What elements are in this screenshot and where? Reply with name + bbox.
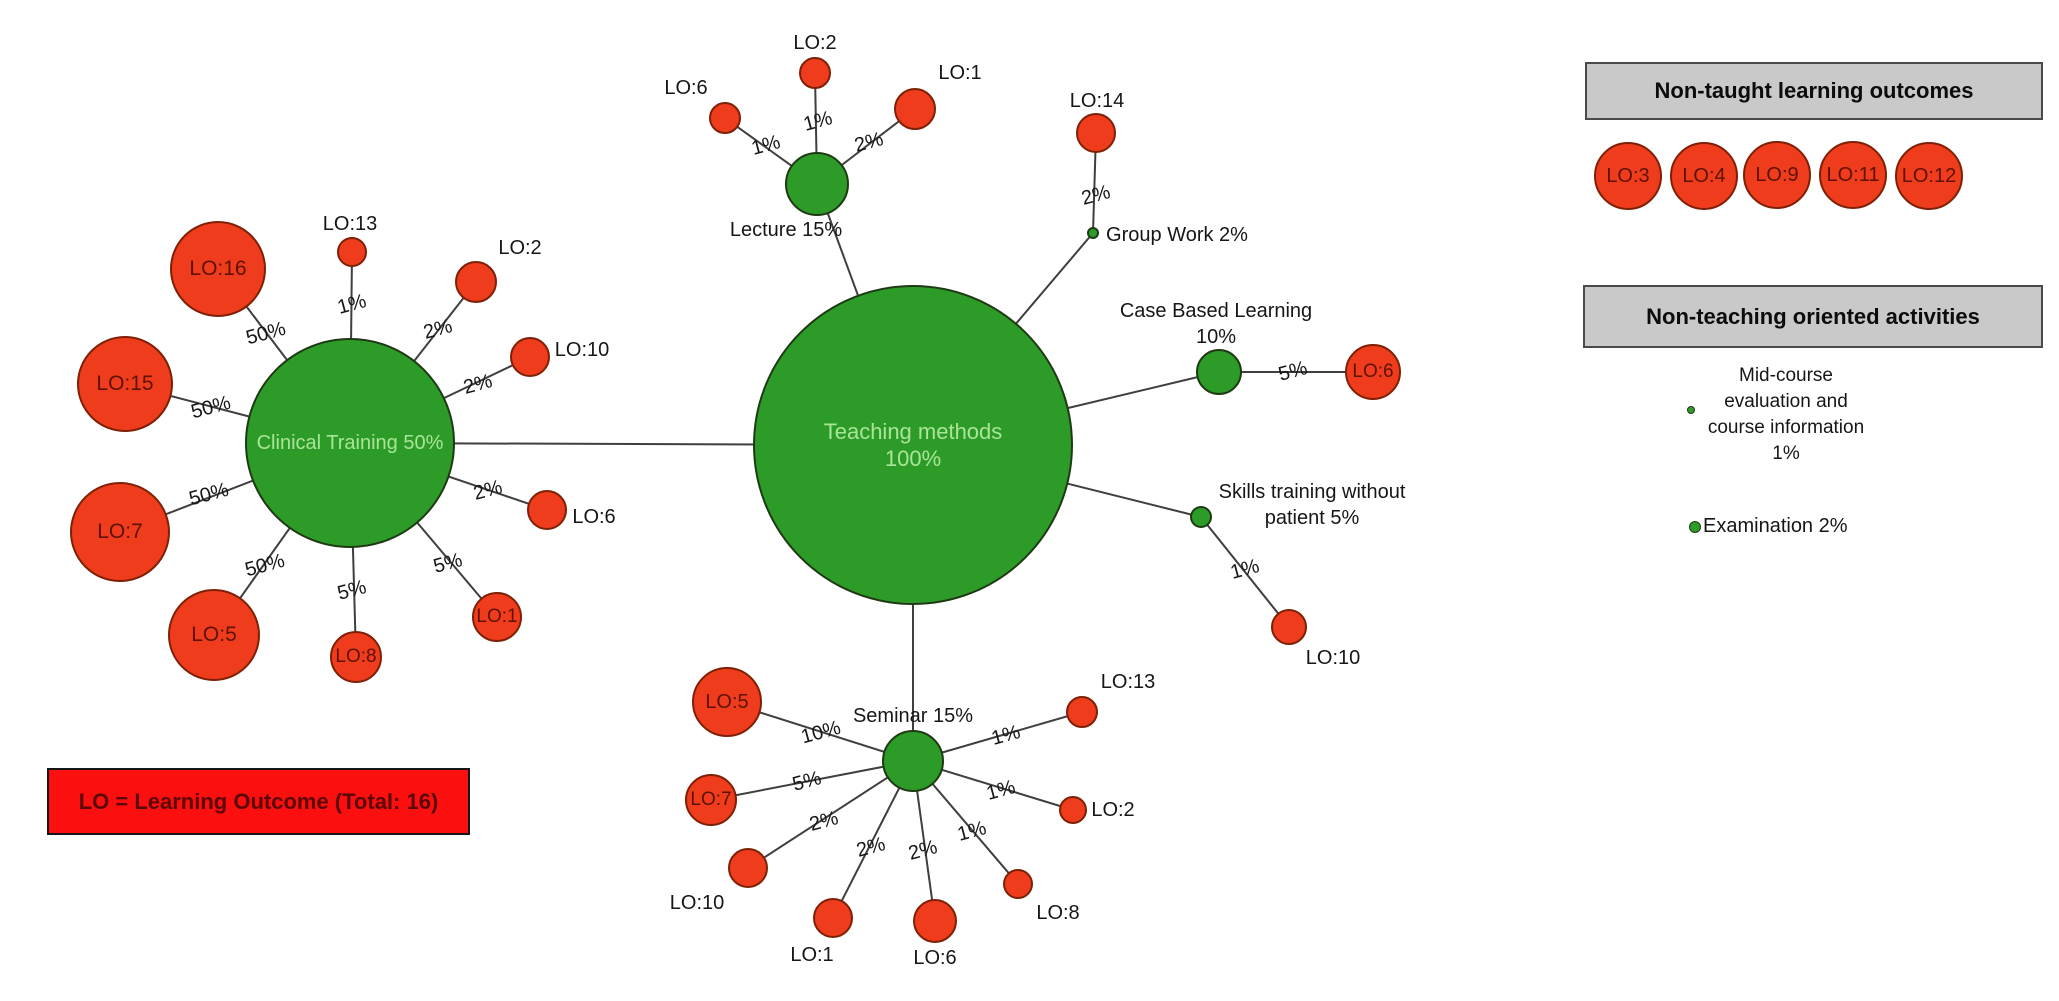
mid-course-evaluation-dot xyxy=(1687,406,1695,414)
node-cbl xyxy=(1196,349,1242,395)
node-groupwork xyxy=(1087,227,1099,239)
edge-seminar-lo7_sem xyxy=(710,760,914,801)
non-taught-outcome-5: LO:12 xyxy=(1895,142,1963,210)
node-lo16-label: LO:16 xyxy=(189,256,247,280)
node-teaching-label-line-2: 100% xyxy=(884,446,942,471)
node-lo8_cl-label: LO:8 xyxy=(335,646,377,668)
node-lo6_lec xyxy=(709,102,741,134)
label-lo14: LO:14 xyxy=(1069,90,1125,112)
non-taught-outcome-1: LO:3 xyxy=(1594,142,1662,210)
node-lo6_cbl: LO:6 xyxy=(1345,344,1401,400)
node-lo14 xyxy=(1076,113,1116,153)
label-groupwork: Group Work 2% xyxy=(1106,222,1248,248)
node-lo10_cl xyxy=(510,337,550,377)
non-taught-outcome-2: LO:4 xyxy=(1670,142,1738,210)
label-lo6_cl: LO:6 xyxy=(572,506,616,528)
label-lo6_lec: LO:6 xyxy=(664,77,708,99)
node-lo15-label: LO:15 xyxy=(96,371,154,395)
node-teaching: Teaching methods 100% xyxy=(753,285,1073,605)
panel-non-taught-title: Non-taught learning outcomes xyxy=(1654,78,1974,103)
label-cbl: Case Based Learning 10% xyxy=(1120,298,1312,350)
mid-course-line-1: Mid-course xyxy=(1739,365,1833,386)
examination-label: Examination 2% xyxy=(1703,515,1848,537)
node-lo5_cl-label: LO:5 xyxy=(191,622,237,646)
node-lo8_cl: LO:8 xyxy=(330,631,382,683)
examination-dot xyxy=(1689,521,1701,533)
label-lo2_lec: LO:2 xyxy=(793,32,837,54)
node-lo5_sem: LO:5 xyxy=(692,667,762,737)
node-lo2_lec xyxy=(799,57,831,89)
edge-seminar-lo10_sem xyxy=(747,760,914,869)
non-taught-outcome-label-3: LO:9 xyxy=(1755,163,1799,186)
node-lo6_cbl-label: LO:6 xyxy=(1352,361,1394,383)
label-cbl-line-2: 10% xyxy=(1195,326,1237,348)
node-skills xyxy=(1190,506,1212,528)
label-seminar: Seminar 15% xyxy=(853,703,973,729)
non-taught-outcome-label-2: LO:4 xyxy=(1682,164,1726,187)
node-lo13_cl xyxy=(337,237,367,267)
label-skills-line-1: Skills training without xyxy=(1218,481,1406,503)
node-lo15: LO:15 xyxy=(77,336,173,432)
mid-course-line-3: course information xyxy=(1707,417,1865,438)
node-lo6_sem xyxy=(913,899,957,943)
label-lo1_sem: LO:1 xyxy=(790,944,834,966)
panel-non-teaching-title-box: Non-teaching oriented activities xyxy=(1583,285,2043,348)
node-clinical-label-line-1: Clinical Training 50% xyxy=(256,431,444,454)
node-lo1_lec xyxy=(894,88,936,130)
node-lo13_sem xyxy=(1066,696,1098,728)
edge-skills-lo10_sk xyxy=(1200,516,1290,628)
label-lecture-line-1: Lecture 15% xyxy=(729,219,843,241)
node-lecture xyxy=(785,152,849,216)
non-taught-outcome-3: LO:9 xyxy=(1743,141,1811,209)
node-seminar xyxy=(882,730,944,792)
node-lo7_sem-label: LO:7 xyxy=(690,789,732,811)
panel-non-teaching-title: Non-teaching oriented activities xyxy=(1646,303,1980,329)
mid-course-line-2: evaluation and xyxy=(1724,391,1848,412)
node-teaching-label-line-1: Teaching methods xyxy=(823,418,1003,444)
non-taught-outcome-4: LO:11 xyxy=(1819,141,1887,209)
node-lo1_sem xyxy=(813,898,853,938)
label-lo10_sk: LO:10 xyxy=(1305,647,1361,669)
label-skills: Skills training without patient 5% xyxy=(1219,479,1406,531)
node-lo7_cl: LO:7 xyxy=(70,482,170,582)
node-lo5_sem-label: LO:5 xyxy=(705,690,749,713)
label-lo1_lec: LO:1 xyxy=(938,62,982,84)
legend-text: LO = Learning Outcome (Total: 16) xyxy=(78,788,439,814)
node-lo16: LO:16 xyxy=(170,221,266,317)
label-lo2_cl: LO:2 xyxy=(498,237,542,259)
label-cbl-line-1: Case Based Learning xyxy=(1119,300,1313,322)
label-lo6_sem: LO:6 xyxy=(913,947,957,969)
non-taught-outcome-label-4: LO:11 xyxy=(1826,163,1880,186)
mid-course-evaluation-label: Mid-course evaluation and course informa… xyxy=(1656,363,1916,467)
label-seminar-line-1: Seminar 15% xyxy=(852,705,974,727)
label-lo13_sem: LO:13 xyxy=(1100,671,1156,693)
node-lo10_sk xyxy=(1271,609,1307,645)
label-lo13_cl: LO:13 xyxy=(322,213,378,235)
non-taught-outcome-label-1: LO:3 xyxy=(1606,164,1650,187)
label-lo8_sem: LO:8 xyxy=(1036,902,1080,924)
node-lo1_cl: LO:1 xyxy=(472,592,522,642)
node-lo5_cl: LO:5 xyxy=(168,589,260,681)
node-lo7_cl-label: LO:7 xyxy=(97,519,143,543)
label-lo10_cl: LO:10 xyxy=(554,339,610,361)
label-lecture: Lecture 15% xyxy=(730,217,842,243)
label-lo2_sem: LO:2 xyxy=(1091,799,1135,821)
legend-box: LO = Learning Outcome (Total: 16) xyxy=(47,768,470,835)
node-lo8_sem xyxy=(1003,869,1033,899)
node-lo2_cl xyxy=(455,261,497,303)
label-skills-line-2: patient 5% xyxy=(1264,507,1360,529)
label-groupwork-line-1: Group Work 2% xyxy=(1106,224,1248,246)
node-lo7_sem: LO:7 xyxy=(685,774,737,826)
label-lo10_sem: LO:10 xyxy=(669,892,725,914)
mid-course-line-4: 1% xyxy=(1772,443,1800,464)
node-lo2_sem xyxy=(1059,796,1087,824)
node-clinical: Clinical Training 50% xyxy=(245,338,455,548)
panel-non-taught-title-box: Non-taught learning outcomes xyxy=(1585,62,2043,120)
node-lo6_cl xyxy=(527,490,567,530)
node-lo10_sem xyxy=(728,848,768,888)
non-taught-outcome-label-5: LO:12 xyxy=(1901,164,1957,187)
node-lo1_cl-label: LO:1 xyxy=(476,606,518,628)
